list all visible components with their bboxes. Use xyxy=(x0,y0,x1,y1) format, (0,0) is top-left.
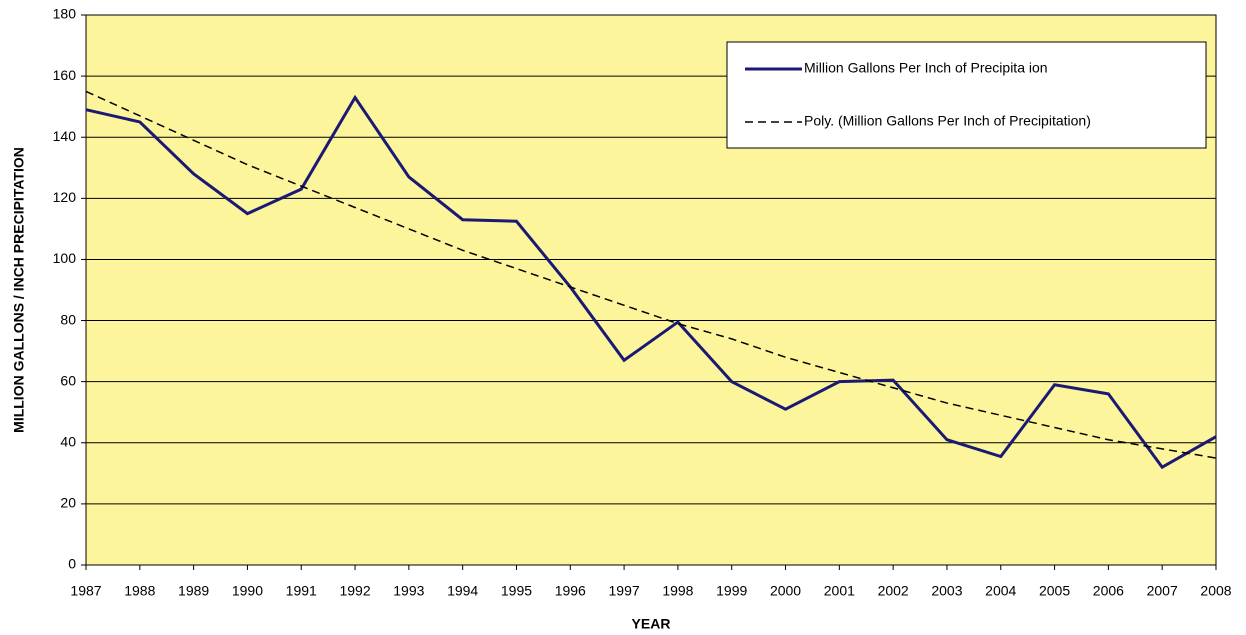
x-tick-label: 1991 xyxy=(286,583,317,599)
x-tick-label: 1994 xyxy=(447,583,478,599)
y-tick-label: 120 xyxy=(53,189,77,205)
plot-border xyxy=(85,14,1217,566)
y-tick-label: 80 xyxy=(60,311,76,327)
x-tick-label: 1992 xyxy=(339,583,370,599)
y-axis-title: MILLION GALLONS / INCH PRECIPITATION xyxy=(11,147,27,433)
y-tick-label: 20 xyxy=(60,495,76,511)
legend-box xyxy=(726,41,1207,149)
x-tick-label: 2000 xyxy=(770,583,801,599)
data-line xyxy=(85,94,1217,470)
x-tick-label: 2001 xyxy=(824,583,855,599)
x-tick-label: 1999 xyxy=(716,583,747,599)
y-tick-label: 60 xyxy=(60,372,76,388)
x-tick-label: 2004 xyxy=(985,583,1016,599)
y-tick-label: 100 xyxy=(53,250,77,266)
x-tick-label: 2007 xyxy=(1147,583,1178,599)
x-tick-label: 2003 xyxy=(931,583,962,599)
x-tick-label: 1990 xyxy=(232,583,263,599)
x-tick-label: 2005 xyxy=(1039,583,1070,599)
x-tick-label: 1995 xyxy=(501,583,532,599)
x-tick-label: 1987 xyxy=(70,583,101,599)
x-tick-label: 1996 xyxy=(555,583,586,599)
y-tick-label: 40 xyxy=(60,433,76,449)
legend-label: Million Gallons Per Inch of Precipita io… xyxy=(804,60,1048,76)
x-axis-title: YEAR xyxy=(632,616,671,632)
y-tick-label: 140 xyxy=(53,128,77,144)
x-tick-label: 1993 xyxy=(393,583,424,599)
x-tick-label: 2006 xyxy=(1093,583,1124,599)
x-tick-label: 2008 xyxy=(1200,583,1231,599)
x-tick-label: 1998 xyxy=(662,583,693,599)
y-tick-label: 180 xyxy=(53,6,77,22)
x-tick-label: 2002 xyxy=(878,583,909,599)
y-tick-label: 0 xyxy=(68,556,76,572)
x-tick-label: 1988 xyxy=(124,583,155,599)
x-tick-label: 1997 xyxy=(609,583,640,599)
x-tick-label: 1989 xyxy=(178,583,209,599)
legend-label: Poly. (Million Gallons Per Inch of Preci… xyxy=(804,113,1091,129)
y-tick-label: 160 xyxy=(53,67,77,83)
